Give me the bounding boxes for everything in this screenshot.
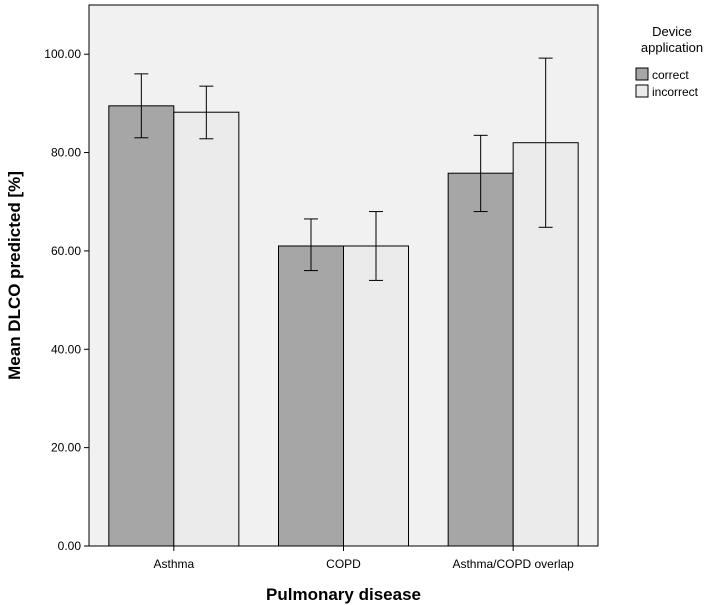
x-tick-label: Asthma/COPD overlap [452, 557, 574, 571]
legend-swatch-correct [636, 68, 648, 80]
y-tick-label: 0.00 [58, 539, 82, 553]
bar-correct-1 [109, 106, 174, 546]
bar-incorrect-2 [344, 246, 409, 546]
y-tick-label: 80.00 [51, 146, 81, 160]
x-axis-title: Pulmonary disease [266, 585, 421, 604]
x-tick-label: COPD [326, 557, 361, 571]
y-axis-title: Mean DLCO predicted [%] [5, 171, 24, 380]
bar-correct-2 [279, 246, 344, 546]
legend-title-line: application [641, 40, 703, 55]
bar-correct-3 [448, 173, 513, 546]
y-tick-label: 20.00 [51, 441, 81, 455]
y-axis: 0.00 20.00 40.00 60.00 80.00 100.00 [44, 47, 89, 553]
x-tick-label: Asthma [153, 557, 194, 571]
x-axis: Asthma COPD Asthma/COPD overlap [153, 546, 574, 571]
y-tick-label: 100.00 [44, 47, 81, 61]
legend-title-line: Device [652, 24, 692, 39]
legend-swatch-incorrect [636, 85, 648, 97]
legend-label-incorrect: incorrect [652, 85, 699, 99]
legend-label-correct: correct [652, 68, 689, 82]
bar-incorrect-1 [174, 112, 239, 546]
y-tick-label: 40.00 [51, 342, 81, 356]
y-tick-label: 60.00 [51, 244, 81, 258]
